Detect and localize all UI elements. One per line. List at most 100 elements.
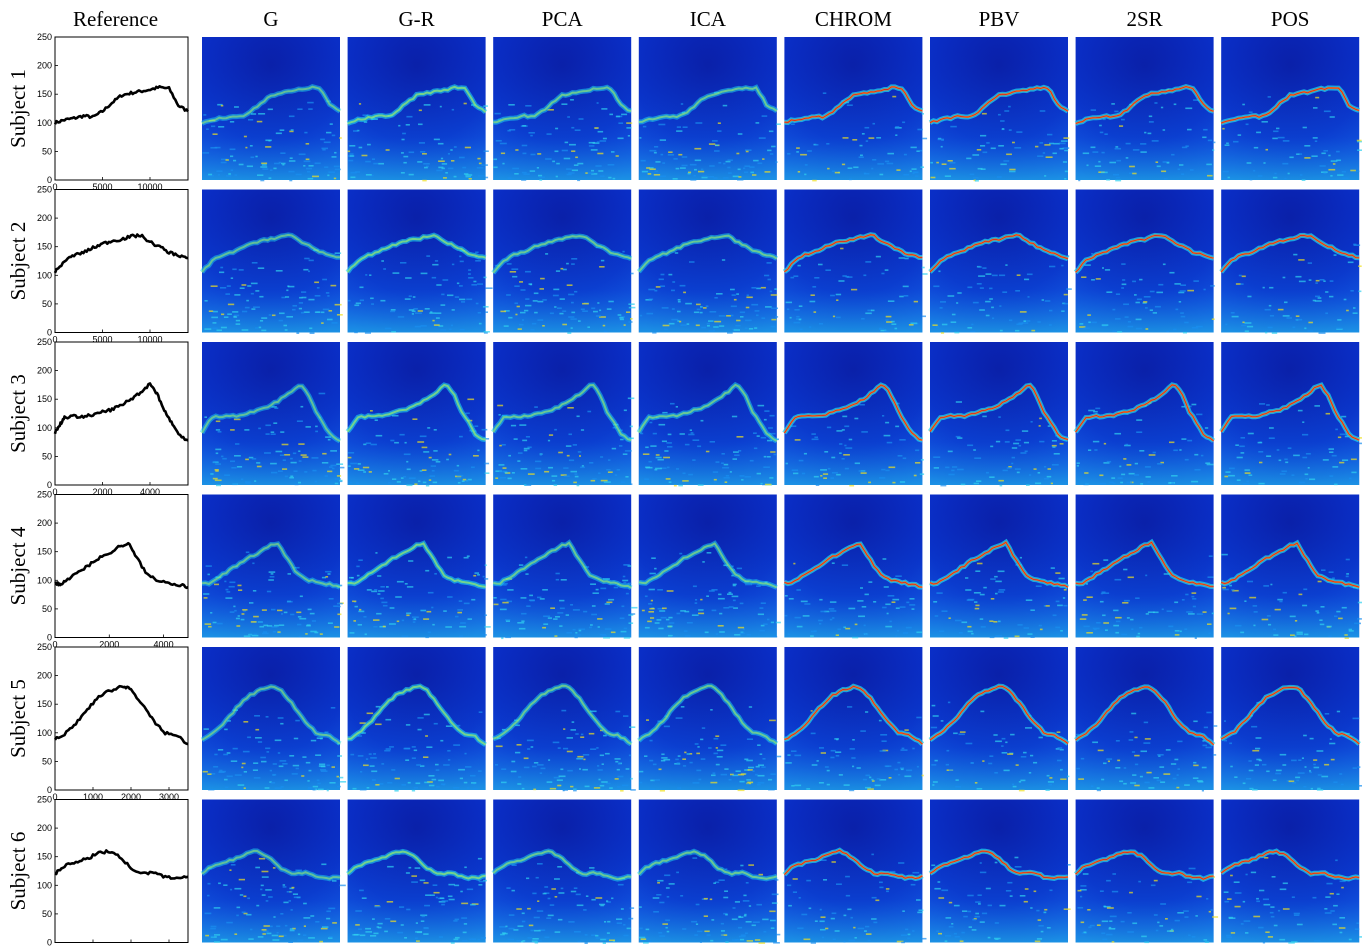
spectrogram-speckle xyxy=(842,137,849,139)
spectrogram-speckle xyxy=(1232,589,1239,592)
spectrogram-speckle xyxy=(370,297,374,300)
spectrogram-speckle xyxy=(756,435,760,437)
spectrogram-speckle xyxy=(554,306,557,308)
spectrogram-speckle xyxy=(664,450,669,452)
spectrogram-speckle xyxy=(717,130,722,132)
spectrogram-speckle xyxy=(497,404,504,407)
spectrogram-speckle xyxy=(210,773,216,775)
spectrogram-speckle xyxy=(542,299,547,301)
spectrogram-speckle xyxy=(271,471,278,474)
spectrogram-speckle xyxy=(445,172,448,174)
spectrogram-speckle xyxy=(784,595,788,597)
spectrogram-speckle xyxy=(425,735,428,737)
spectrogram-speckle xyxy=(688,473,693,476)
spectrogram-noise-band xyxy=(638,647,777,790)
spectrogram-speckle xyxy=(845,447,853,449)
spectrogram-speckle xyxy=(445,626,452,628)
spectrogram-speckle xyxy=(621,605,625,608)
spectrogram-speckle xyxy=(367,143,371,146)
spectrogram-speckle xyxy=(567,407,574,409)
spectrogram-speckle xyxy=(251,458,257,460)
spectrogram-speckle xyxy=(1222,586,1226,589)
spectrogram-speckle xyxy=(212,621,217,624)
spectrogram-noise-band xyxy=(347,189,486,333)
spectrogram-speckle xyxy=(651,557,656,559)
spectrogram-speckle xyxy=(657,458,664,461)
spectrogram-speckle xyxy=(1309,737,1314,740)
spectrogram-speckle xyxy=(443,610,447,612)
spectrogram-speckle xyxy=(423,618,430,620)
spectrogram-speckle xyxy=(681,156,688,158)
spectrogram-speckle xyxy=(468,273,471,275)
spectrogram-speckle xyxy=(424,308,430,310)
spectrogram-speckle xyxy=(1312,137,1318,139)
spectrogram-speckle xyxy=(418,480,421,483)
spectrogram-speckle xyxy=(514,302,518,305)
spectrogram-speckle xyxy=(221,313,225,316)
spectrogram-speckle xyxy=(719,325,725,327)
spectrogram-speckle xyxy=(707,325,710,327)
spectrogram-speckle xyxy=(284,454,291,456)
spectrogram-speckle xyxy=(557,747,561,749)
spectrogram-speckle xyxy=(878,328,885,330)
spectrogram-speckle xyxy=(309,612,315,615)
spectrogram-speckle xyxy=(233,418,241,421)
spectrogram-speckle xyxy=(1081,276,1087,278)
spectrogram-panel xyxy=(1075,494,1214,639)
spectrogram-speckle xyxy=(1272,176,1278,179)
spectrogram-speckle xyxy=(365,174,372,176)
spectrogram-speckle xyxy=(284,779,288,782)
spectrogram-speckle xyxy=(802,615,810,617)
spectrogram-speckle xyxy=(375,552,378,554)
spectrogram-speckle xyxy=(756,903,762,906)
spectrogram-speckle xyxy=(646,312,654,315)
spectrogram-speckle xyxy=(478,322,482,325)
spectrogram-speckle xyxy=(317,788,324,791)
spectrogram-speckle xyxy=(1302,126,1307,129)
spectrogram-speckle xyxy=(743,167,746,170)
spectrogram-speckle xyxy=(1109,915,1117,918)
spectrogram-speckle xyxy=(723,607,730,609)
spectrogram-speckle xyxy=(1153,879,1158,882)
spectrogram-speckle xyxy=(1121,263,1126,265)
spectrogram-speckle xyxy=(888,466,896,469)
spectrogram-speckle xyxy=(1207,623,1212,625)
spectrogram-speckle xyxy=(625,592,629,595)
spectrogram-speckle xyxy=(227,303,235,306)
spectrogram-speckle xyxy=(1121,283,1127,286)
spectrogram-speckle xyxy=(467,618,472,620)
spectrogram-speckle xyxy=(1332,923,1337,926)
spectrogram-speckle xyxy=(1277,909,1281,912)
spectrogram-speckle xyxy=(1148,121,1154,123)
spectrogram-speckle xyxy=(557,784,562,787)
spectrogram-speckle xyxy=(433,138,440,141)
spectrogram-speckle xyxy=(740,934,746,937)
spectrogram-speckle xyxy=(1113,609,1119,612)
spectrogram-speckle xyxy=(769,719,776,722)
spectrogram-speckle xyxy=(1144,781,1150,784)
spectrogram-speckle xyxy=(664,874,671,877)
spectrogram-speckle xyxy=(898,257,905,259)
spectrogram-speckle xyxy=(1132,149,1140,151)
spectrogram-speckle xyxy=(845,875,850,878)
spectrogram-speckle xyxy=(857,927,865,930)
spectrogram-speckle xyxy=(1294,620,1298,622)
spectrogram-speckle xyxy=(1143,742,1151,744)
spectrogram-speckle xyxy=(435,461,441,463)
spectrogram-speckle xyxy=(510,770,517,773)
spectrogram-speckle xyxy=(945,763,949,766)
spectrogram-speckle xyxy=(650,617,655,619)
spectrogram-speckle xyxy=(1050,567,1055,569)
spectrogram-speckle xyxy=(806,788,811,790)
spectrogram-speckle xyxy=(677,310,681,313)
spectrogram-speckle xyxy=(995,592,998,595)
spectrogram-speckle xyxy=(622,579,629,582)
spectrogram-speckle xyxy=(628,321,633,323)
spectrogram-speckle xyxy=(225,597,233,599)
spectrogram-speckle xyxy=(507,477,512,480)
spectrogram-speckle xyxy=(745,327,748,330)
spectrogram-speckle xyxy=(1030,609,1035,611)
spectrogram-speckle xyxy=(1169,441,1175,444)
spectrogram-speckle xyxy=(450,149,453,151)
spectrogram-speckle xyxy=(607,471,613,473)
